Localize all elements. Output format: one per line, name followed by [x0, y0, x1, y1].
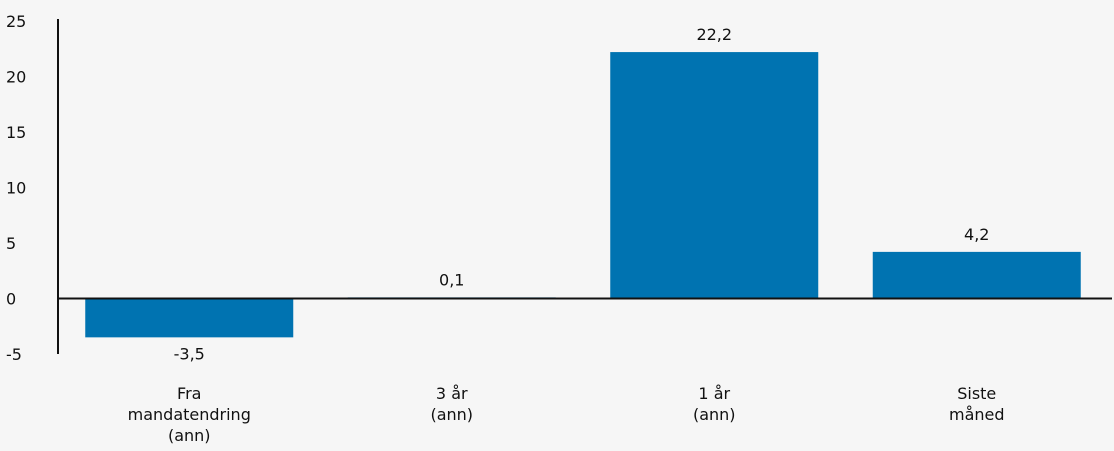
bars — [85, 52, 1081, 338]
bar — [610, 52, 819, 299]
category-label: mandatendring — [128, 405, 251, 424]
category-label: (ann) — [693, 405, 736, 424]
bar — [872, 251, 1081, 299]
category-label: (ann) — [430, 405, 473, 424]
category-label: Siste — [957, 384, 996, 403]
data-label: -3,5 — [174, 344, 205, 363]
category-label: 1 år — [698, 384, 730, 403]
data-label: 0,1 — [439, 270, 464, 289]
category-labels: Fra mandatendring (ann) 3 år (ann) 1 år (ann) S… — [128, 384, 1005, 445]
data-labels: -3,5 0,1 22,2 4,2 — [174, 25, 990, 363]
y-tick-label: -5 — [6, 345, 22, 364]
data-label: 22,2 — [696, 25, 732, 44]
category-label: 3 år — [436, 384, 468, 403]
y-tick-label: 5 — [6, 234, 16, 253]
data-label: 4,2 — [964, 225, 989, 244]
y-axis-ticks: 25 20 15 10 5 0 -5 — [6, 12, 26, 364]
y-tick-label: 15 — [6, 123, 26, 142]
y-tick-label: 10 — [6, 179, 26, 198]
category-label: Fra — [177, 384, 201, 403]
y-tick-label: 20 — [6, 68, 26, 87]
category-label: måned — [949, 405, 1005, 424]
bar — [85, 298, 294, 338]
category-label: (ann) — [168, 426, 211, 445]
y-tick-label: 0 — [6, 290, 16, 309]
y-tick-label: 25 — [6, 12, 26, 31]
